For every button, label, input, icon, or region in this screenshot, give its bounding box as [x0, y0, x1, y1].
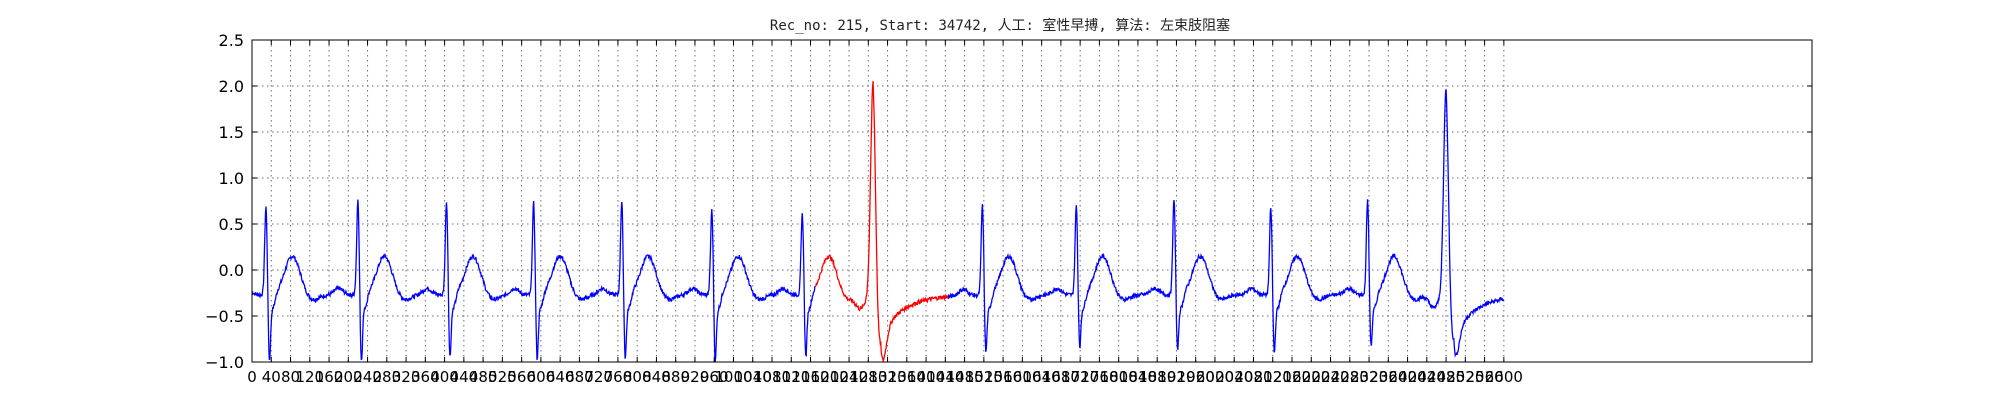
ecg-lines [251, 81, 1505, 364]
x-tick-label: 2200 [1292, 368, 1330, 386]
x-tick-label: 1200 [811, 368, 849, 386]
y-tick-label: 2.0 [219, 77, 244, 96]
x-tick-label: 360 [411, 368, 440, 386]
x-tick-label: 640 [546, 368, 575, 386]
axes [251, 39, 1813, 363]
x-tick-label: 800 [623, 368, 652, 386]
x-tick-label: 1840 [1119, 368, 1157, 386]
x-tick-label: 1560 [984, 368, 1022, 386]
x-tick-label: 120 [295, 368, 324, 386]
plot-frame [251, 39, 1813, 363]
x-tick-label: 2520 [1446, 368, 1484, 386]
tick-labels: −1.0−0.50.00.51.01.52.02.50 40 80120160200… [205, 31, 1523, 386]
x-tick-label: 200 [334, 368, 363, 386]
x-tick-label: 680 [565, 368, 594, 386]
y-tick-label: 1.5 [219, 123, 244, 142]
x-tick-label: 480 [469, 368, 498, 386]
x-tick-label: 1080 [753, 368, 791, 386]
x-tick-label: 400 [430, 368, 459, 386]
x-tick-label: 2360 [1369, 368, 1407, 386]
x-tick-label: 2000 [1196, 368, 1234, 386]
x-tick-label: 2120 [1254, 368, 1292, 386]
x-tick-label: 1800 [1100, 368, 1138, 386]
x-tick-label: 1640 [1023, 368, 1061, 386]
x-tick-label: 1160 [791, 368, 829, 386]
x-tick-label: 560 [507, 368, 536, 386]
x-tick-label: 1520 [965, 368, 1003, 386]
x-tick-label: 0 [247, 368, 257, 386]
x-tick-label: 960 [700, 368, 729, 386]
x-tick-label: 1280 [849, 368, 887, 386]
x-tick-label: 840 [642, 368, 671, 386]
x-tick-label: 160 [315, 368, 344, 386]
x-tick-label: 440 [450, 368, 479, 386]
x-tick-label: 280 [372, 368, 401, 386]
x-tick-label: 2600 [1485, 368, 1523, 386]
y-tick-label: −1.0 [205, 353, 244, 372]
x-tick-label: 240 [353, 368, 382, 386]
x-tick-label: 320 [392, 368, 421, 386]
x-tick-label: 1680 [1042, 368, 1080, 386]
x-tick-label: 1240 [830, 368, 868, 386]
x-tick-label: 1440 [926, 368, 964, 386]
x-tick-label: 2320 [1350, 368, 1388, 386]
ecg-signal-line [251, 89, 1505, 362]
x-tick-label: 1920 [1157, 368, 1195, 386]
y-tick-label: −0.5 [205, 307, 244, 326]
x-tick-label: 1120 [772, 368, 810, 386]
grid [251, 39, 1812, 363]
x-tick-label: 1400 [907, 368, 945, 386]
x-tick-label: 80 [281, 368, 300, 386]
x-tick-label: 720 [584, 368, 613, 386]
x-tick-label: 1760 [1080, 368, 1118, 386]
x-tick-label: 600 [527, 368, 556, 386]
x-tick-label: 1480 [945, 368, 983, 386]
x-tick-label: 2400 [1388, 368, 1426, 386]
x-tick-label: 1040 [734, 368, 772, 386]
y-tick-label: 0.5 [219, 215, 244, 234]
x-tick-label: 920 [681, 368, 710, 386]
x-tick-label: 1360 [888, 368, 926, 386]
y-tick-label: 1.0 [219, 169, 244, 188]
x-tick-label: 760 [604, 368, 633, 386]
x-tick-label: 2440 [1408, 368, 1446, 386]
y-tick-label: 0.0 [219, 261, 244, 280]
x-tick-label: 520 [488, 368, 517, 386]
x-tick-label: 1320 [868, 368, 906, 386]
x-tick-label: 1960 [1177, 368, 1215, 386]
x-tick-label: 40 [262, 368, 281, 386]
y-tick-label: 2.5 [219, 31, 244, 50]
x-tick-label: 1880 [1138, 368, 1176, 386]
x-tick-label: 2240 [1311, 368, 1349, 386]
x-tick-label: 2160 [1273, 368, 1311, 386]
x-tick-label: 1720 [1061, 368, 1099, 386]
x-tick-label: 880 [661, 368, 690, 386]
x-tick-label: 2560 [1465, 368, 1503, 386]
x-tick-label: 1000 [714, 368, 752, 386]
x-tick-label: 2040 [1215, 368, 1253, 386]
x-tick-label: 1600 [1003, 368, 1041, 386]
pvc-highlight-line [815, 81, 949, 364]
x-tick-label: 2280 [1331, 368, 1369, 386]
x-tick-label: 2480 [1427, 368, 1465, 386]
x-tick-label: 2080 [1234, 368, 1272, 386]
chart-title: Rec_no: 215, Start: 34742, 人工: 室性早搏, 算法:… [770, 17, 1230, 34]
